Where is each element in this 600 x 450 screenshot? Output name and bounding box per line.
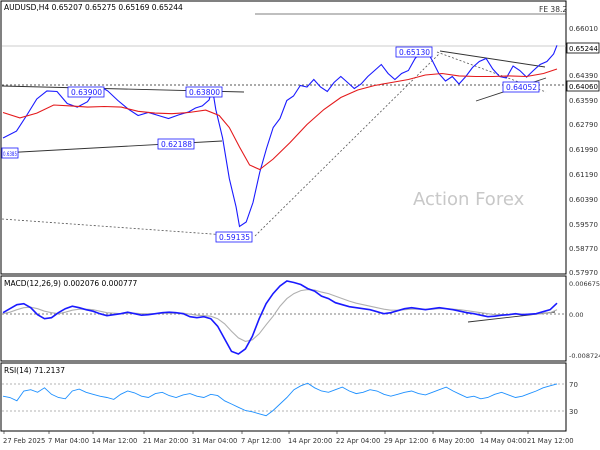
price-series-line [2, 45, 558, 228]
label-text: 0.6385 [3, 151, 17, 158]
macd-axis: 0.006675 0.00 -0.008724 [569, 280, 600, 360]
macd-main-line [2, 280, 558, 355]
time-tick-label: 21 Mar 20:00 [143, 437, 188, 445]
label-0-62188: 0.62188 [157, 138, 195, 150]
label-box [215, 231, 253, 243]
current-price-box [566, 42, 600, 54]
macd-signal-line [2, 289, 558, 342]
macd-tick-zero: 0.00 [569, 311, 583, 319]
label-text: 0.65130 [399, 48, 430, 57]
rsi-line [2, 382, 558, 417]
label-box [185, 86, 223, 98]
time-tick-label: 7 Apr 12:00 [241, 437, 281, 445]
label-0-59135: 0.59135 [215, 231, 253, 243]
label-text: 0.63800 [189, 88, 220, 97]
label-box [1, 147, 19, 159]
rsi-tick-30: 30 [569, 408, 578, 416]
label-0-6385-left: 0.6385 [1, 147, 19, 159]
watermark-text: Action Forex [413, 189, 525, 210]
macd-panel-frame [0, 275, 567, 362]
price-tick-66010: 0.66010 [569, 25, 598, 33]
price-tick-64390: 0.64390 [569, 72, 598, 80]
triangle-upper-line [439, 50, 546, 68]
rsi-axis: 70 30 [569, 381, 578, 416]
symbol-header: AUDUSD,H4 0.65207 0.65275 0.65169 0.6524… [4, 3, 183, 12]
macd-tick-top: 0.006675 [569, 280, 600, 288]
time-tick-label: 29 Apr 12:00 [384, 437, 428, 445]
label-box [502, 81, 540, 93]
label-0-65130: 0.65130 [395, 46, 433, 58]
price-axis: 0.66010 0.65244 0.64390 0.64060 0.63590 … [566, 25, 600, 277]
rsi-tick-70: 70 [569, 381, 578, 389]
label-box [395, 46, 433, 58]
price-tick-58770: 0.58770 [569, 245, 598, 253]
label-text: 0.59135 [219, 233, 250, 242]
time-tick-label: 14 Mar 12:00 [92, 437, 137, 445]
price-panel-frame [0, 0, 567, 275]
price-tick-59570: 0.59570 [569, 221, 598, 229]
label-box [157, 138, 195, 150]
label-text: 0.64052 [506, 83, 537, 92]
macd-header: MACD(12,26,9) 0.002076 0.000777 [4, 279, 138, 288]
label-0-63900: 0.63900 [67, 86, 105, 98]
moving-average-line [2, 68, 558, 171]
label-text: 0.63900 [71, 88, 102, 97]
label-box [67, 86, 105, 98]
price-tick-63590: 0.63590 [569, 97, 598, 105]
label-0-63800: 0.63800 [185, 86, 223, 98]
time-tick-label: 14 Apr 20:00 [288, 437, 332, 445]
time-tick-label: 6 May 20:00 [432, 437, 474, 445]
time-tick-label: 21 May 12:00 [527, 437, 574, 445]
price-tick-62790: 0.62790 [569, 121, 598, 129]
rally-trendline-dotted [254, 52, 441, 237]
time-axis: 27 Feb 2025 7 Mar 04:00 14 Mar 12:00 21 Mar… [3, 431, 574, 445]
time-tick-label: 27 Feb 2025 [3, 437, 45, 445]
time-tick-label: 14 May 04:00 [480, 437, 527, 445]
rsi-header: RSI(14) 71.2137 [4, 366, 65, 375]
price-tick-61190: 0.61190 [569, 171, 598, 179]
level-price-box [566, 80, 600, 92]
price-tick-current: 0.65244 [569, 45, 598, 53]
macd-tick-bottom: -0.008724 [569, 352, 600, 360]
time-tick-label: 7 Mar 04:00 [48, 437, 89, 445]
price-tick-57970: 0.57970 [569, 269, 598, 277]
fib-label: FE 38.2 [539, 5, 567, 14]
rsi-panel-frame [0, 362, 567, 432]
time-tick-label: 31 Mar 04:00 [192, 437, 237, 445]
time-tick-label: 22 Apr 04:00 [336, 437, 380, 445]
price-tick-64060: 0.64060 [569, 83, 598, 91]
price-tick-60390: 0.60390 [569, 196, 598, 204]
label-text: 0.62188 [161, 140, 192, 149]
price-tick-61990: 0.61990 [569, 146, 598, 154]
label-0-64052: 0.64052 [502, 81, 540, 93]
